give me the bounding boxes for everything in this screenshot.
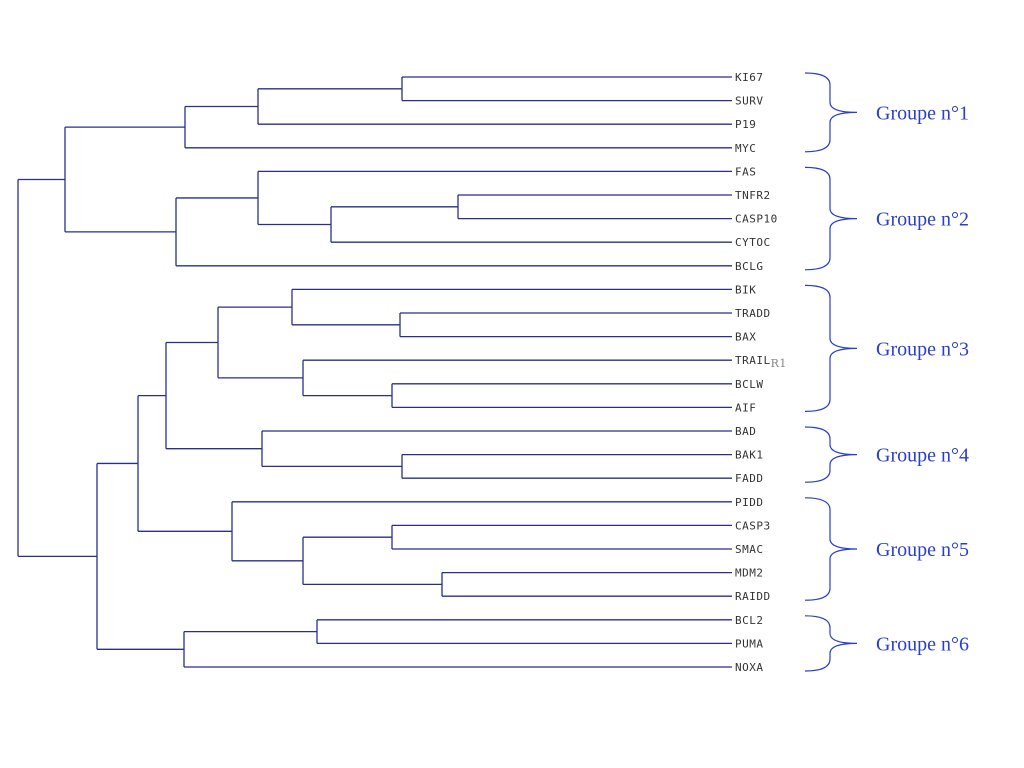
leaf-label-bclw: BCLW (735, 378, 764, 391)
leaf-label-myc: MYC (735, 142, 756, 155)
leaf-label-aif: AIF (735, 401, 756, 414)
group-label-2: Groupe n°2 (876, 209, 969, 231)
dendrogram-branches (17, 76, 732, 668)
leaf-label-bax: BAX (735, 331, 756, 344)
leaf-label-bad: BAD (735, 425, 756, 438)
leaf-label-fadd: FADD (735, 472, 764, 485)
leaf-label-mdm2: MDM2 (735, 567, 764, 580)
leaf-label-tradd: TRADD (735, 307, 771, 320)
group-brace-3 (804, 284, 858, 412)
leaf-label-raidd: RAIDD (735, 590, 771, 603)
leaf-label-bclg: BCLG (735, 260, 764, 273)
leaf-label-smac: SMAC (735, 543, 764, 556)
group-label-3: Groupe n°3 (876, 338, 969, 360)
leaf-label-bcl2: BCL2 (735, 614, 764, 627)
group-braces (804, 72, 858, 672)
group-label-6: Groupe n°6 (876, 633, 969, 655)
group-brace-1 (804, 72, 858, 153)
group-brace-6 (804, 615, 858, 672)
leaf-label-suffix: R1 (771, 357, 787, 370)
group-label-5: Groupe n°5 (876, 539, 969, 561)
leaf-label-tnfr2: TNFR2 (735, 189, 771, 202)
leaf-label-noxa: NOXA (735, 661, 764, 674)
leaf-label-bik: BIK (735, 283, 756, 296)
group-labels: Groupe n°1 Groupe n°2 Groupe n°3 Groupe n°4… (876, 102, 969, 655)
group-brace-4 (804, 426, 858, 483)
leaf-label-surv: SURV (735, 95, 764, 108)
leaf-labels: KI67 SURV P19 MYC FAS TNFR2 CASP10 CYTOC BCLG BIK… (735, 71, 787, 674)
leaf-label-puma: PUMA (735, 637, 764, 650)
leaf-label-ki67: KI67 (735, 71, 764, 84)
group-label-4: Groupe n°4 (876, 445, 969, 467)
leaf-label-casp10: CASP10 (735, 213, 778, 226)
group-label-1: Groupe n°1 (876, 102, 969, 124)
group-brace-2 (804, 166, 858, 271)
leaf-label-p19: P19 (735, 118, 756, 131)
leaf-label-trailr1: TRAILR1 (735, 354, 787, 370)
leaf-label-casp3: CASP3 (735, 519, 771, 532)
group-brace-5 (804, 497, 858, 601)
leaf-label-bak1: BAK1 (735, 449, 764, 462)
leaf-label-fas: FAS (735, 165, 756, 178)
leaf-label-cytoc: CYTOC (735, 236, 771, 249)
leaf-label-pidd: PIDD (735, 496, 764, 509)
